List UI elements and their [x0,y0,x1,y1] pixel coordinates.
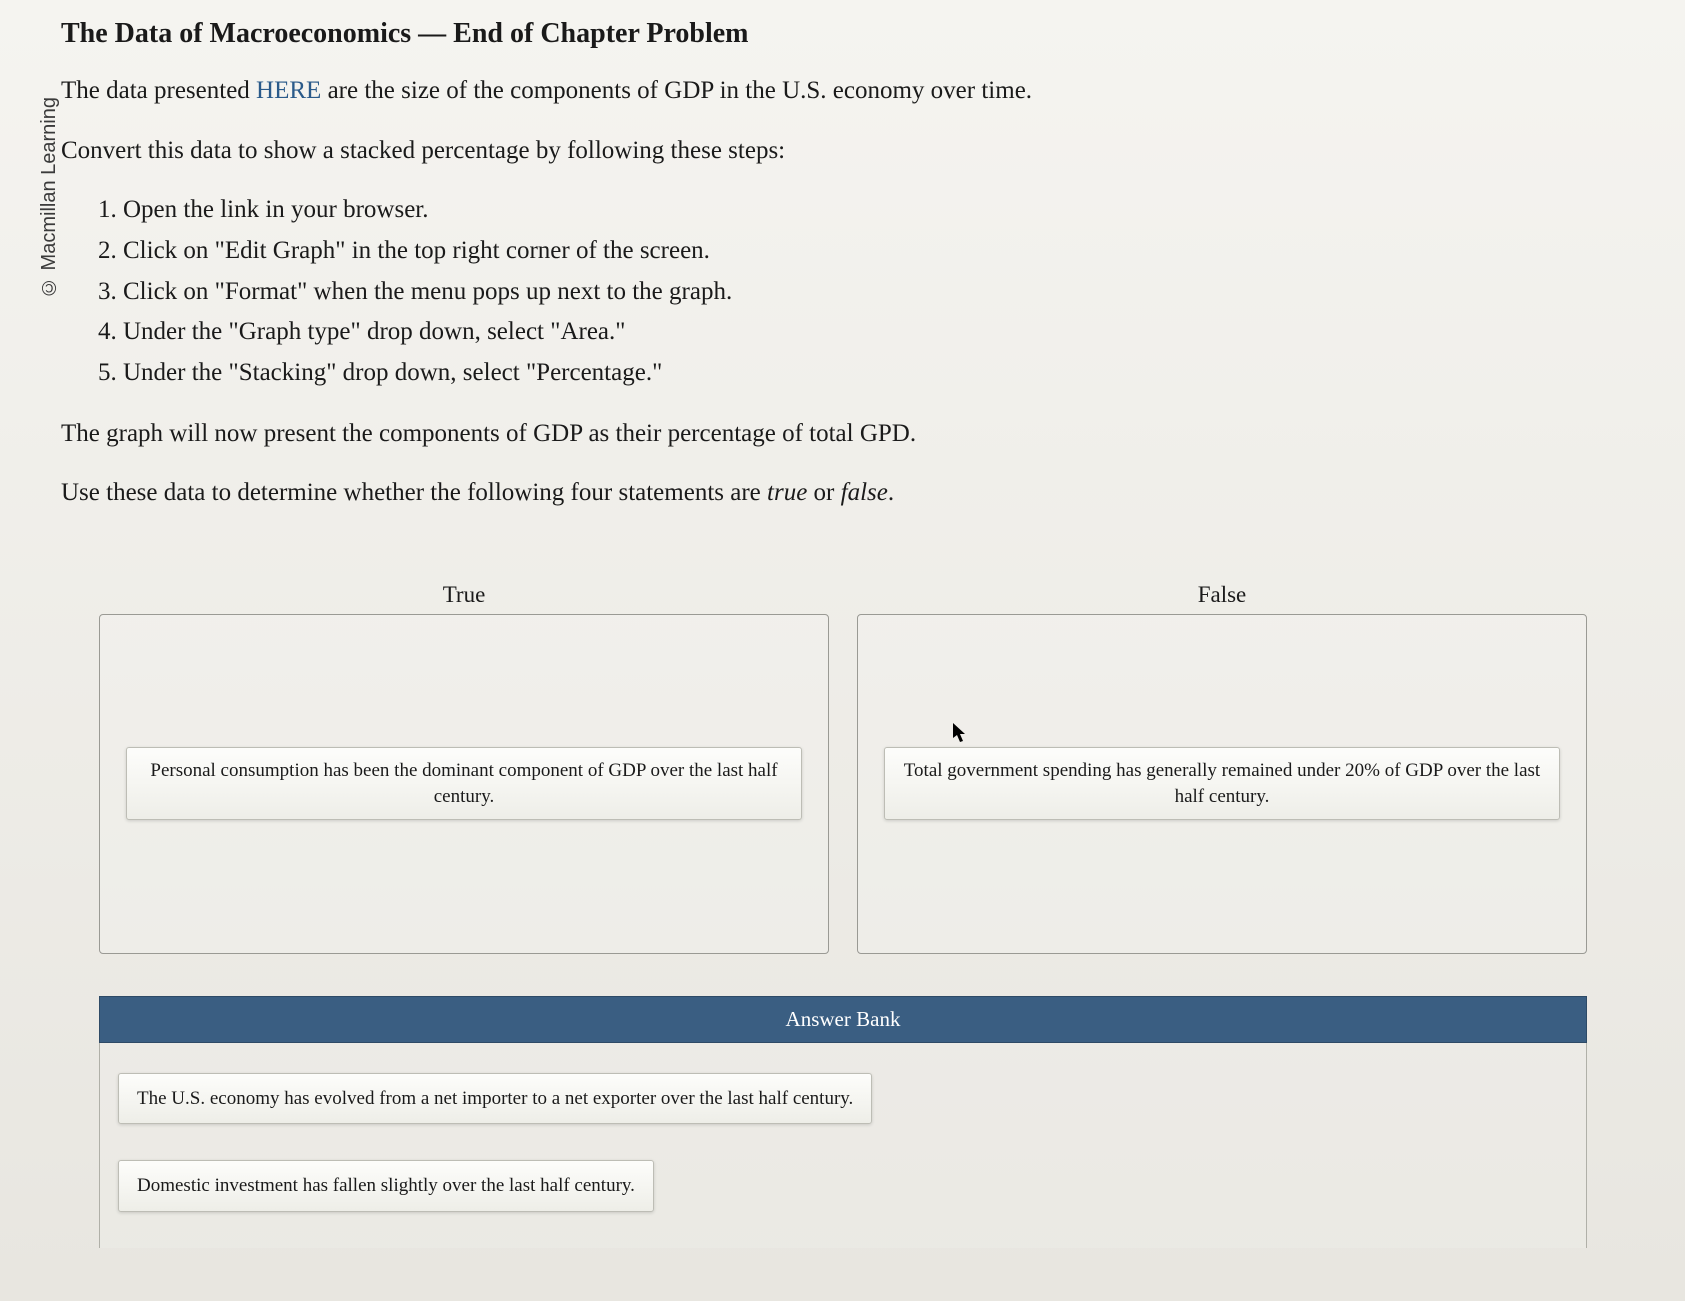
answer-item[interactable]: Total government spending has generally … [884,747,1560,820]
true-italic: true [767,479,807,506]
answer-bank-header: Answer Bank [99,996,1587,1043]
data-link-here[interactable]: HERE [256,77,321,104]
use-data-prefix: Use these data to determine whether the … [61,479,767,506]
copyright-label: © Macmillan Learning [30,58,61,308]
answer-item[interactable]: The U.S. economy has evolved from a net … [118,1073,872,1125]
answer-item[interactable]: Domestic investment has fallen slightly … [118,1160,654,1212]
false-italic: false [841,479,888,506]
cursor-icon [953,723,967,748]
true-bin-column: True Personal consumption has been the d… [99,582,829,954]
bins-row: True Personal consumption has been the d… [99,582,1587,954]
intro-prefix: The data presented [61,77,256,104]
step-item: Under the "Graph type" drop down, select… [123,313,1625,352]
true-bin-label: True [443,582,486,608]
use-data-paragraph: Use these data to determine whether the … [61,474,1625,512]
convert-paragraph: Convert this data to show a stacked perc… [61,132,1625,170]
step-item: Under the "Stacking" drop down, select "… [123,354,1625,393]
true-bin-dropzone[interactable]: Personal consumption has been the domina… [99,614,829,954]
or-word: or [807,479,840,506]
question-content: The Data of Macroeconomics — End of Chap… [61,18,1685,1248]
answer-bank-dropzone[interactable]: The U.S. economy has evolved from a net … [99,1043,1587,1248]
graph-present-paragraph: The graph will now present the component… [61,415,1625,453]
drag-drop-area: True Personal consumption has been the d… [61,582,1625,1248]
period: . [888,479,894,506]
answer-item[interactable]: Personal consumption has been the domina… [126,747,802,820]
false-bin-column: False Total government spending has gene… [857,582,1587,954]
false-bin-dropzone[interactable]: Total government spending has generally … [857,614,1587,954]
step-item: Click on "Edit Graph" in the top right c… [123,232,1625,271]
step-item: Click on "Format" when the menu pops up … [123,273,1625,312]
answer-bank-section: Answer Bank The U.S. economy has evolved… [99,996,1587,1248]
intro-paragraph: The data presented HERE are the size of … [61,72,1625,110]
step-item: Open the link in your browser. [123,191,1625,230]
false-bin-label: False [1198,582,1247,608]
question-title: The Data of Macroeconomics — End of Chap… [61,18,1625,50]
steps-list: Open the link in your browser. Click on … [123,191,1625,393]
intro-suffix: are the size of the components of GDP in… [321,77,1032,104]
